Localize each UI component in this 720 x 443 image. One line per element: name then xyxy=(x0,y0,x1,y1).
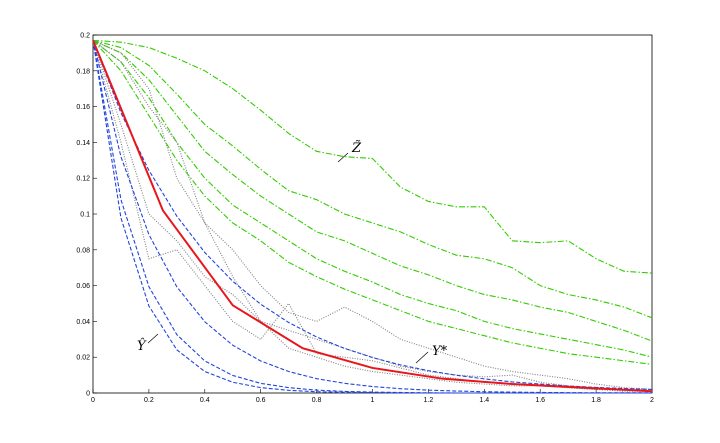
x-tick-label: 1.6 xyxy=(535,397,545,404)
y-tick-label: 0.08 xyxy=(76,247,90,254)
x-tick-label: 0.8 xyxy=(312,397,322,404)
series-line xyxy=(92,39,653,342)
x-tick-label: 0.4 xyxy=(200,397,210,404)
y-tick-label: 0.18 xyxy=(76,68,90,75)
y-tick-label: 0.1 xyxy=(80,212,90,219)
annotation: Y* xyxy=(432,344,448,359)
x-tick-label: 1.8 xyxy=(591,397,601,404)
annotation: Ŷ xyxy=(137,338,147,354)
series-line xyxy=(92,39,653,390)
series-line xyxy=(92,40,653,390)
x-tick-label: 2 xyxy=(650,397,654,404)
y-tick-label: 0.02 xyxy=(76,355,90,362)
y-tick-label: 0 xyxy=(86,391,90,398)
x-tick-label: 0.6 xyxy=(256,397,266,404)
series-line xyxy=(92,40,652,390)
y-tick-label: 0.16 xyxy=(76,104,90,111)
x-tick-label: 1 xyxy=(371,397,375,404)
series-line xyxy=(92,39,653,274)
x-tick-label: 0 xyxy=(91,397,95,404)
series-line xyxy=(92,39,653,393)
y-tick-label: 0.14 xyxy=(76,140,90,147)
y-tick-label: 0.04 xyxy=(76,319,90,326)
series-line xyxy=(92,39,653,319)
y-tick-label: 0.06 xyxy=(76,283,90,290)
y-tick-label: 0.2 xyxy=(80,33,90,40)
annotation: Z̃ xyxy=(351,140,362,156)
series-line xyxy=(92,40,652,394)
series-line xyxy=(92,40,652,392)
plot-frame xyxy=(92,34,653,394)
y-tick-label: 0.12 xyxy=(76,176,90,183)
series-line xyxy=(92,39,653,358)
x-tick-label: 1.2 xyxy=(424,397,434,404)
x-tick-label: 0.2 xyxy=(144,397,154,404)
series-line xyxy=(92,40,652,394)
annotation-arrow xyxy=(147,333,159,344)
annotation-arrow xyxy=(337,152,349,163)
x-tick-label: 1.4 xyxy=(479,397,489,404)
annotation-arrow xyxy=(415,351,429,364)
series-line xyxy=(92,39,653,365)
